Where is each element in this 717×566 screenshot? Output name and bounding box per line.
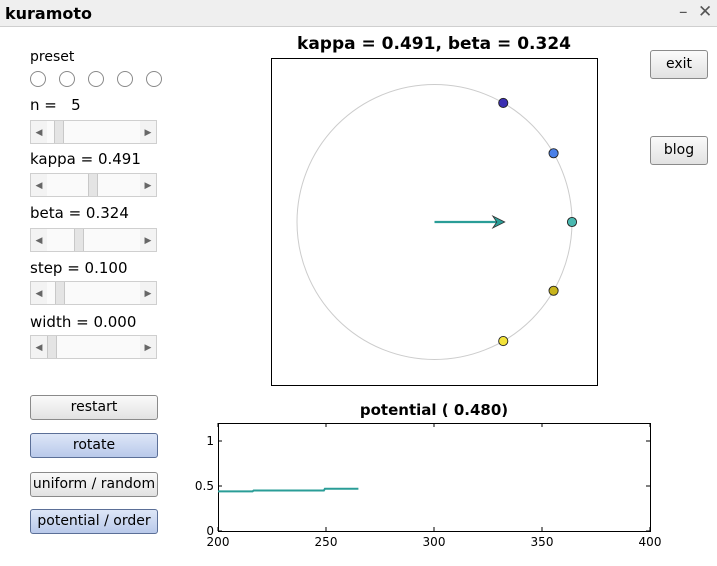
window-title: kuramoto: [5, 4, 93, 23]
slider-right-arrow-icon[interactable]: ▶: [144, 180, 152, 190]
y-tick-label: 0: [206, 524, 214, 538]
order-parameter-arrow: [434, 214, 506, 230]
width-slider[interactable]: ◀ ▶: [30, 335, 157, 359]
slider-thumb[interactable]: [74, 229, 84, 251]
potential-plot: 200 250 300 350 400 0 0.5 1: [195, 423, 662, 549]
slider-right-arrow-icon[interactable]: ▶: [144, 127, 152, 137]
oscillator-points: [498, 97, 578, 347]
preset-radio-4[interactable]: [117, 71, 133, 87]
potential-series: [218, 487, 359, 493]
x-tick-label: 250: [315, 535, 338, 549]
slider-left-arrow-icon[interactable]: ◀: [35, 235, 43, 245]
potential-plot-title: potential ( 0.480): [359, 401, 509, 419]
step-slider[interactable]: ◀ ▶: [30, 281, 157, 305]
x-tick-label: 350: [531, 535, 554, 549]
potential-tick-labels: 200 250 300 350 400 0 0.5 1: [195, 434, 662, 549]
step-label: step = 0.100: [30, 259, 128, 277]
slider-right-arrow-icon[interactable]: ▶: [144, 342, 152, 352]
x-tick-label: 200: [207, 535, 230, 549]
kappa-label: kappa = 0.491: [30, 150, 141, 168]
slider-left-arrow-icon[interactable]: ◀: [35, 288, 43, 298]
potential-axes: [217, 423, 651, 532]
slider-right-arrow-icon[interactable]: ▶: [144, 235, 152, 245]
exit-button[interactable]: exit: [650, 50, 708, 79]
preset-radio-3[interactable]: [88, 71, 104, 87]
x-tick-label: 300: [423, 535, 446, 549]
slider-track[interactable]: [47, 229, 140, 251]
width-label: width = 0.000: [30, 313, 137, 331]
kappa-slider[interactable]: ◀ ▶: [30, 173, 157, 197]
slider-thumb[interactable]: [54, 121, 64, 143]
slider-track[interactable]: [47, 174, 140, 196]
slider-thumb[interactable]: [55, 282, 65, 304]
close-icon[interactable]: ✕: [698, 2, 713, 22]
blog-button[interactable]: blog: [650, 136, 708, 165]
preset-radio-1[interactable]: [30, 71, 46, 87]
potential-line-1: [218, 487, 359, 493]
minimize-icon[interactable]: –: [679, 2, 688, 22]
oscillator-point-5: [498, 336, 509, 347]
slider-thumb[interactable]: [88, 174, 98, 196]
slider-right-arrow-icon[interactable]: ▶: [144, 288, 152, 298]
arrow-head: [491, 214, 506, 230]
beta-label: beta = 0.324: [30, 204, 129, 222]
potential-order-toggle-button[interactable]: potential / order: [30, 509, 158, 534]
rotate-toggle-button[interactable]: rotate: [30, 433, 158, 458]
oscillator-point-2: [548, 148, 559, 159]
preset-radio-2[interactable]: [59, 71, 75, 87]
title-bar: kuramoto – ✕: [0, 0, 717, 27]
y-tick-label: 1: [206, 434, 214, 448]
beta-slider[interactable]: ◀ ▶: [30, 228, 157, 252]
slider-track[interactable]: [47, 282, 140, 304]
slider-track[interactable]: [47, 121, 140, 143]
slider-track[interactable]: [47, 336, 140, 358]
slider-left-arrow-icon[interactable]: ◀: [35, 342, 43, 352]
phase-plot-title: kappa = 0.491, beta = 0.324: [297, 34, 571, 54]
oscillator-point-1: [498, 97, 509, 108]
preset-radio-5[interactable]: [146, 71, 162, 87]
oscillator-point-4: [548, 285, 559, 296]
slider-left-arrow-icon[interactable]: ◀: [35, 127, 43, 137]
uniform-random-button[interactable]: uniform / random: [30, 472, 158, 497]
oscillator-point-3: [566, 216, 578, 228]
preset-label: preset: [30, 49, 75, 65]
x-tick-label: 400: [639, 535, 662, 549]
potential-frame: [218, 423, 651, 532]
slider-thumb[interactable]: [47, 336, 57, 358]
slider-left-arrow-icon[interactable]: ◀: [35, 180, 43, 190]
n-slider[interactable]: ◀ ▶: [30, 120, 157, 144]
restart-button[interactable]: restart: [30, 395, 158, 420]
y-tick-label: 0.5: [195, 479, 214, 493]
n-label: n = 5: [30, 96, 81, 114]
phase-circle-plot: [271, 58, 598, 386]
